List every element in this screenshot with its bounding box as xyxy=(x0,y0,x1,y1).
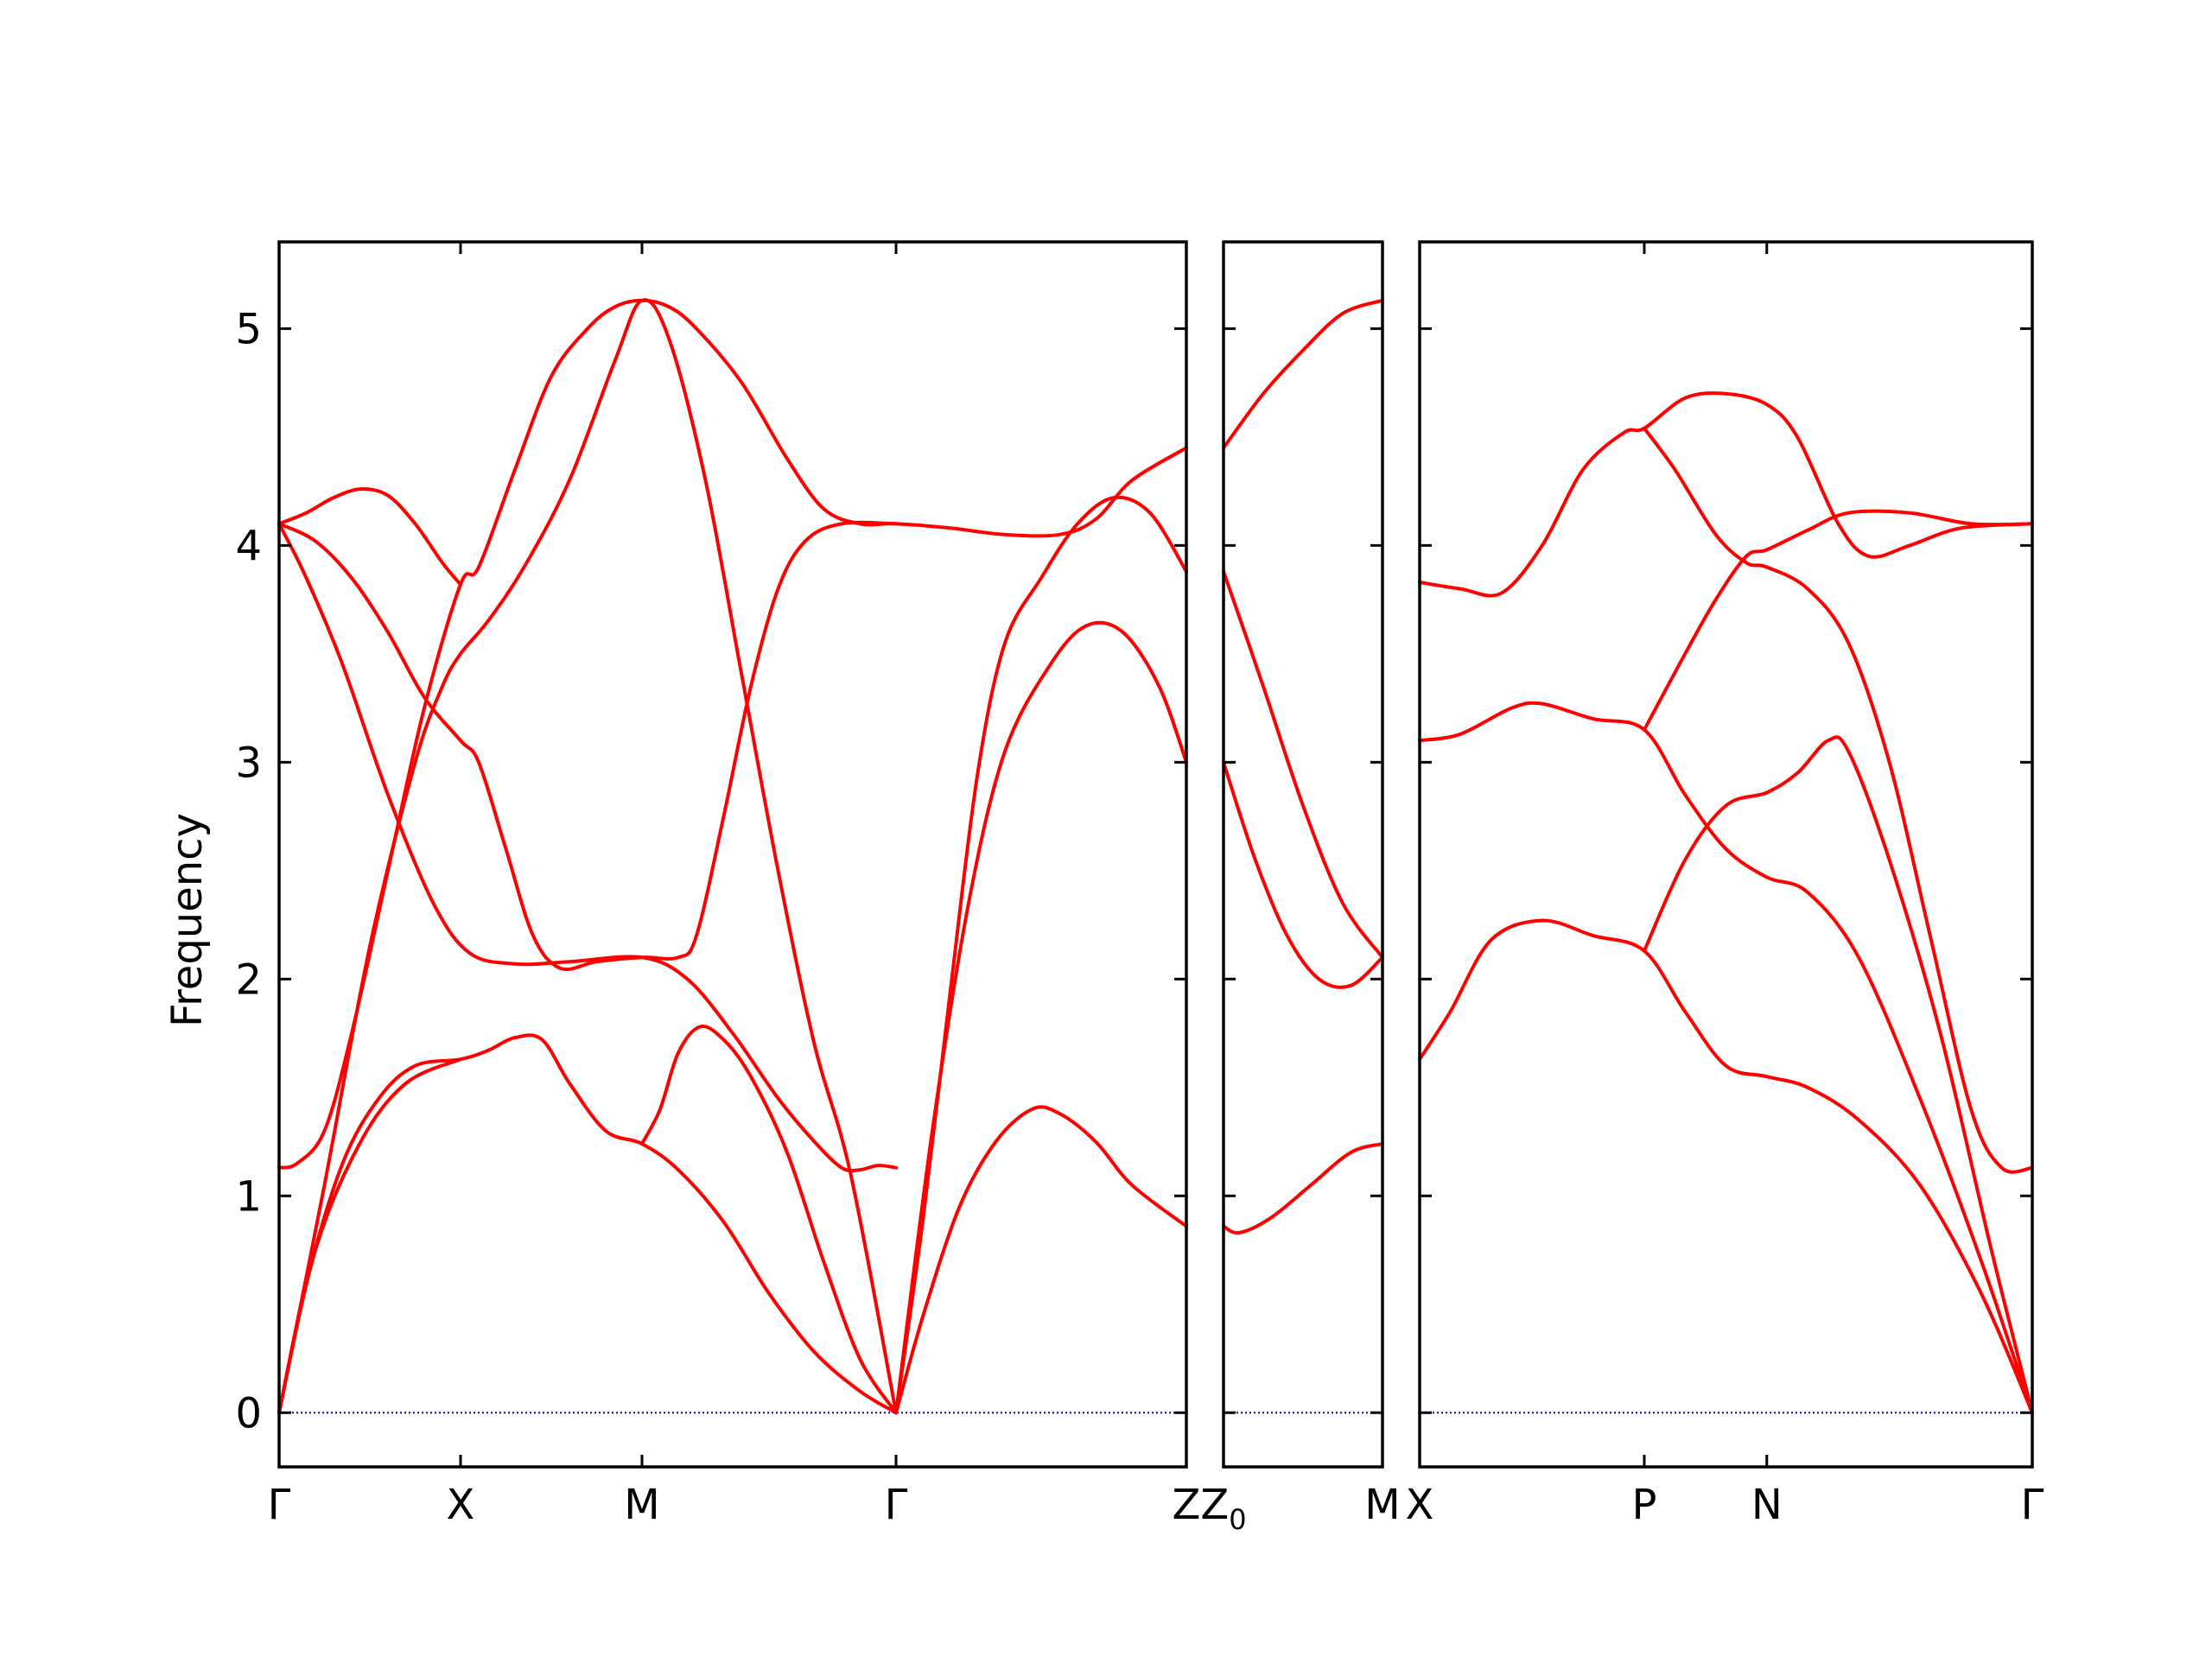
band-line-panel-1-8 xyxy=(277,298,898,1415)
band-line-panel-1-7 xyxy=(277,522,898,1173)
series-layer xyxy=(277,298,2034,1415)
x-tick-label: N xyxy=(1751,1481,1783,1529)
y-tick-label: 5 xyxy=(235,305,262,353)
band-line-panel-3-1 xyxy=(1418,701,2034,1415)
band-line-panel-2-0 xyxy=(1222,1142,1384,1235)
band-line-panel-1-6 xyxy=(277,520,898,972)
y-tick-label: 1 xyxy=(235,1172,262,1221)
frames-layer xyxy=(277,240,2034,1469)
x-tick-label: P xyxy=(1631,1481,1656,1529)
x-tick-label: X xyxy=(1406,1481,1434,1529)
band-line-panel-3-0 xyxy=(1418,918,2034,1415)
x-tick-label: Γ xyxy=(268,1481,291,1529)
x-tick-label: Z0 xyxy=(1200,1481,1246,1536)
band-line-panel-2-2 xyxy=(1222,569,1384,960)
x-tick-label: Z xyxy=(1173,1481,1201,1529)
band-line-panel-1-10 xyxy=(894,620,1188,1415)
x-tick-label: X xyxy=(447,1481,475,1529)
axes-frame-panel-1 xyxy=(277,240,1188,1469)
x-tick-label: Γ xyxy=(2021,1481,2044,1529)
axes-frame-panel-2 xyxy=(1222,240,1384,1469)
band-line-panel-3-2 xyxy=(1643,735,2034,1415)
band-line-panel-1-2 xyxy=(640,1025,898,1415)
band-line-panel-3-4 xyxy=(1418,390,2034,598)
band-line-panel-1-4 xyxy=(277,298,1188,1170)
y-axis-label: Frequency xyxy=(163,813,212,1027)
band-line-panel-3-3 xyxy=(1643,509,2034,732)
band-line-panel-1-9 xyxy=(894,495,1188,1415)
y-tick-label: 2 xyxy=(235,955,262,1004)
y-tick-label: 0 xyxy=(235,1389,262,1438)
band-line-panel-1-3 xyxy=(894,1105,1188,1415)
x-tick-label: M xyxy=(1364,1481,1400,1529)
x-tick-label: Γ xyxy=(885,1481,908,1529)
band-line-panel-2-1 xyxy=(1222,760,1384,989)
x-tick-label: M xyxy=(624,1481,659,1529)
band-line-panel-3-5 xyxy=(1643,426,2034,1174)
y-tick-label: 4 xyxy=(235,522,262,570)
axes-frame-panel-3 xyxy=(1418,240,2034,1469)
y-tick-label: 3 xyxy=(235,739,262,787)
band-line-panel-1-0 xyxy=(277,1033,898,1415)
band-line-panel-2-3 xyxy=(1222,298,1384,450)
band-line-panel-1-5 xyxy=(277,487,462,587)
